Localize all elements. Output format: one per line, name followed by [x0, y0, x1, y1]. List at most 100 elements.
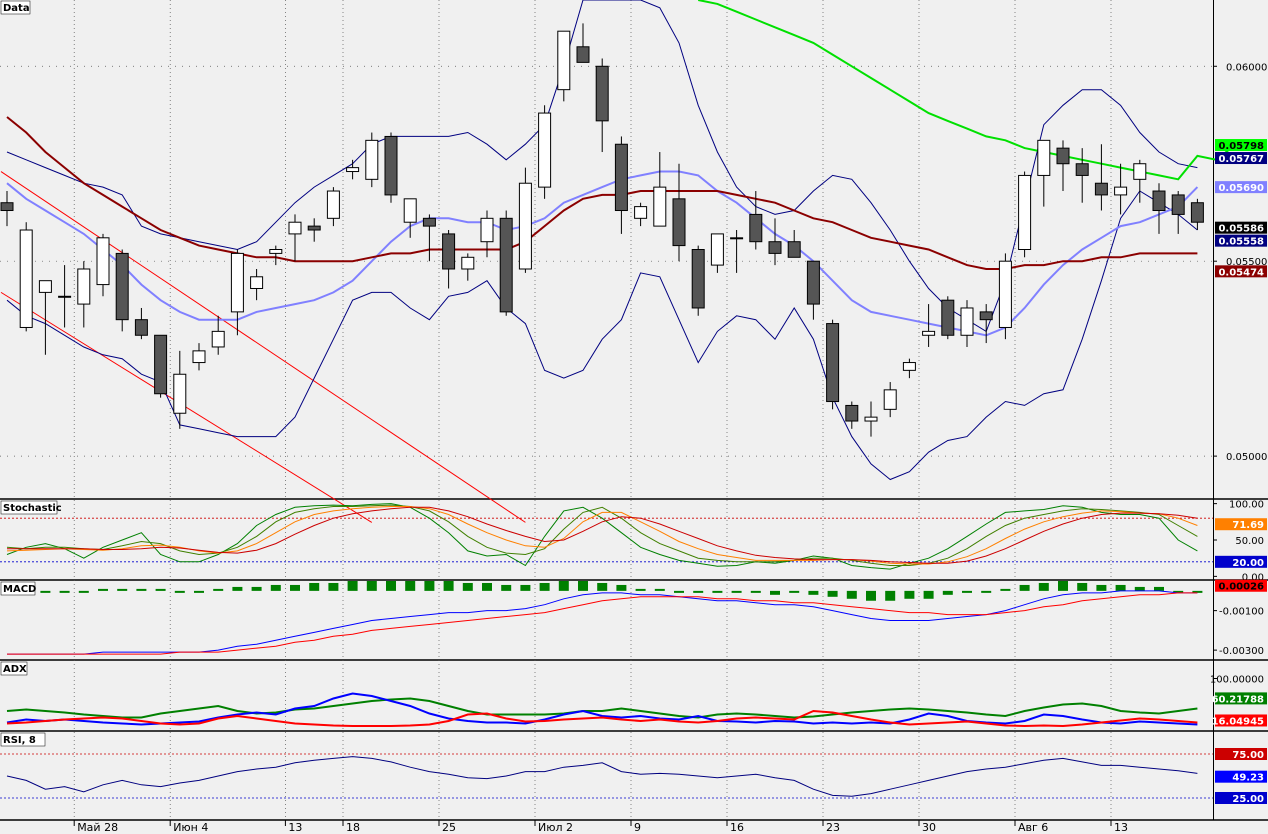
stochastic-panel[interactable]	[0, 503, 1213, 570]
candle[interactable]	[1152, 183, 1166, 234]
candle[interactable]	[442, 230, 456, 289]
candle-body-up	[269, 249, 283, 254]
candle[interactable]	[173, 350, 187, 429]
candle[interactable]	[384, 132, 398, 203]
macd-histogram-bar	[424, 581, 435, 591]
candle[interactable]	[557, 30, 571, 102]
candle[interactable]	[1075, 148, 1089, 203]
candle[interactable]	[634, 202, 648, 227]
candle[interactable]	[691, 245, 705, 316]
candle-body-up	[461, 256, 475, 270]
candle[interactable]	[998, 253, 1012, 340]
candle[interactable]	[845, 401, 859, 429]
adx-panel[interactable]	[6, 692, 1198, 728]
candle[interactable]	[1037, 139, 1051, 207]
macd-histogram-bar	[578, 581, 588, 591]
macd-histogram-bar	[1077, 582, 1088, 591]
candle[interactable]	[115, 249, 129, 332]
candle[interactable]	[653, 152, 667, 227]
macd-tag: 0.00026	[1215, 579, 1267, 593]
macd-panel[interactable]	[2, 581, 1203, 655]
candle[interactable]	[768, 218, 782, 266]
candle[interactable]	[19, 222, 33, 332]
candle[interactable]	[1018, 171, 1032, 258]
candle[interactable]	[518, 167, 532, 273]
macd-histogram-bar	[1192, 590, 1203, 593]
candle[interactable]	[979, 304, 993, 344]
macd-histogram-bar	[846, 590, 857, 599]
candle[interactable]	[614, 136, 628, 234]
candle[interactable]	[96, 233, 110, 297]
macd-histogram-bar	[155, 588, 166, 591]
candle[interactable]	[826, 319, 840, 410]
candle[interactable]	[365, 132, 379, 188]
candle[interactable]	[307, 218, 321, 242]
macd-histogram-bar	[827, 590, 838, 597]
candle[interactable]	[806, 260, 820, 320]
candle-body-up	[1018, 174, 1032, 250]
candle[interactable]	[922, 304, 936, 347]
candle-body-down	[576, 46, 590, 63]
candle-body-up	[1037, 139, 1051, 176]
candle[interactable]	[730, 230, 744, 273]
candle[interactable]	[326, 187, 340, 227]
candle[interactable]	[192, 343, 206, 371]
candle[interactable]	[461, 253, 475, 281]
candle[interactable]	[710, 233, 724, 273]
candle[interactable]	[480, 210, 494, 258]
candle[interactable]	[883, 382, 897, 418]
candle[interactable]	[269, 245, 283, 266]
macd-histogram-bar	[1058, 581, 1068, 591]
candle[interactable]	[346, 159, 360, 180]
rsi-series-line	[6, 756, 1198, 797]
candle[interactable]	[960, 300, 974, 347]
candle[interactable]	[902, 358, 916, 379]
macd-title: MACD	[3, 584, 36, 595]
candle[interactable]	[1094, 144, 1108, 211]
stochastic-tag: 71.69	[1215, 518, 1267, 531]
candle[interactable]	[595, 58, 609, 153]
candle[interactable]	[288, 214, 302, 262]
candle[interactable]	[576, 23, 590, 63]
candle[interactable]	[1056, 140, 1070, 192]
candle[interactable]	[77, 261, 91, 328]
candle[interactable]	[538, 105, 552, 199]
rsi-panel[interactable]	[0, 753, 1213, 799]
candle[interactable]	[749, 191, 763, 250]
price-panel[interactable]	[0, 0, 1237, 523]
rsi-tag-box	[1215, 770, 1267, 783]
candle[interactable]	[230, 249, 244, 336]
macd-histogram-bar	[40, 590, 51, 593]
candle[interactable]	[941, 296, 955, 340]
candle[interactable]	[1114, 163, 1128, 215]
date-label: 16	[730, 821, 744, 834]
candle[interactable]	[1171, 191, 1185, 234]
candle[interactable]	[134, 307, 148, 340]
macd-histogram-bar	[59, 590, 70, 593]
candle[interactable]	[403, 198, 417, 238]
candle-body-down	[384, 135, 398, 196]
candle[interactable]	[0, 191, 14, 227]
candle[interactable]	[1190, 198, 1204, 231]
rsi-tag-value: 75.00	[1232, 750, 1264, 761]
candle-body-down	[442, 233, 456, 270]
stochastic-tag-box	[1215, 518, 1267, 531]
adx-title-box	[0, 661, 28, 676]
candle[interactable]	[864, 401, 878, 437]
candle[interactable]	[422, 214, 436, 262]
candle[interactable]	[787, 230, 801, 258]
candle-body-down	[787, 241, 801, 258]
candle[interactable]	[211, 315, 225, 355]
macd-histogram-bar	[136, 588, 147, 591]
candle[interactable]	[58, 265, 72, 328]
candle[interactable]	[672, 163, 686, 262]
candle[interactable]	[38, 280, 52, 355]
candle[interactable]	[1133, 159, 1147, 203]
candle-body-down	[1152, 190, 1166, 212]
macd-histogram-bar	[347, 581, 358, 591]
candle[interactable]	[154, 334, 168, 398]
candle[interactable]	[250, 268, 264, 301]
macd-histogram-bar	[923, 590, 934, 599]
candle[interactable]	[499, 210, 513, 316]
